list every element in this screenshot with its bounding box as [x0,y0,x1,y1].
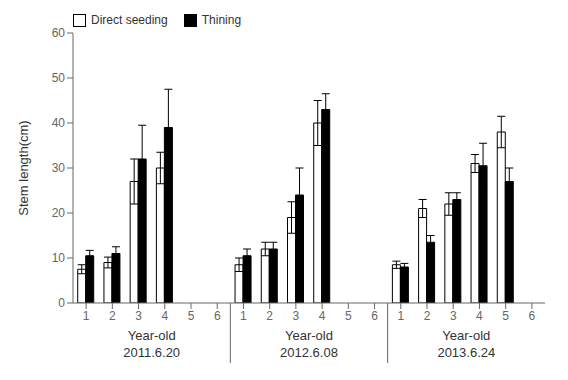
svg-text:1: 1 [397,309,404,323]
svg-text:4: 4 [161,309,168,323]
svg-text:2013.6.24: 2013.6.24 [437,345,495,360]
svg-text:50: 50 [52,71,66,85]
svg-text:1: 1 [83,309,90,323]
svg-text:3: 3 [135,309,142,323]
svg-text:5: 5 [188,309,195,323]
svg-text:2: 2 [424,309,431,323]
svg-text:6: 6 [214,309,221,323]
svg-text:1: 1 [240,309,247,323]
svg-text:6: 6 [529,309,536,323]
html-text:Thining: Thining [201,13,242,27]
svg-text:Year-old: Year-old [442,328,490,343]
svg-text:4: 4 [319,309,326,323]
svg-text:10: 10 [52,251,66,265]
svg-text:4: 4 [476,309,483,323]
svg-text:Year-old: Year-old [128,328,176,343]
html-text:Direct seeding: Direct seeding [91,13,168,27]
svg-text:5: 5 [345,309,352,323]
svg-text:60: 60 [52,26,66,40]
svg-text:3: 3 [293,309,300,323]
svg-text:20: 20 [52,206,66,220]
svg-text:2011.6.20: 2011.6.20 [123,345,180,360]
svg-text:40: 40 [52,116,66,130]
svg-text:6: 6 [371,309,378,323]
svg-text:Year-old: Year-old [285,328,333,343]
svg-text:30: 30 [52,161,66,175]
svg-text:0: 0 [58,296,65,310]
svg-text:2: 2 [266,309,273,323]
svg-text:5: 5 [502,309,509,323]
svg-text:3: 3 [450,309,457,323]
svg-text:Stem length(cm): Stem length(cm) [16,120,31,215]
svg-text:2: 2 [109,309,116,323]
svg-text:2012.6.08: 2012.6.08 [280,345,338,360]
